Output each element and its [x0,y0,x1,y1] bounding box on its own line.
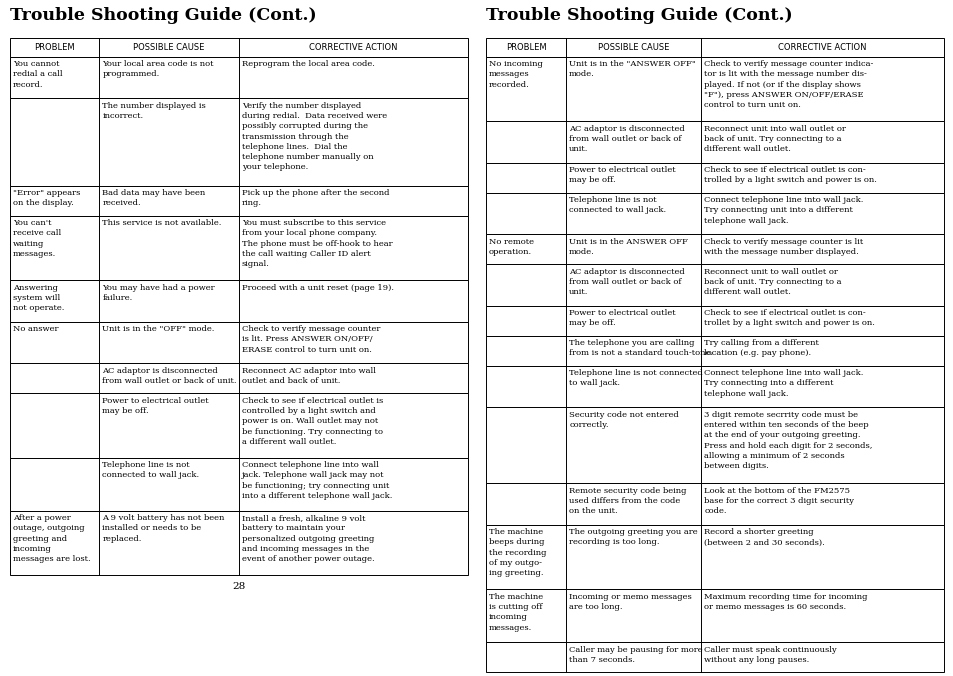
Bar [485,193,943,234]
Bar [485,234,943,264]
Text: POSSIBLE CAUSE: POSSIBLE CAUSE [598,43,669,52]
Text: Telephone line is not connected
to wall jack.: Telephone line is not connected to wall … [569,369,702,387]
Bar [485,57,943,121]
Bar [10,322,468,363]
Bar [485,306,943,336]
Bar [10,216,468,280]
Text: Remote security code being
used differs from the code
on the unit.: Remote security code being used differs … [569,487,686,515]
Text: Power to electrical outlet
may be off.: Power to electrical outlet may be off. [569,309,675,327]
Bar [10,510,468,575]
Text: Record a shorter greeting
(between 2 and 30 seconds).: Record a shorter greeting (between 2 and… [703,528,824,546]
Bar [485,407,943,483]
Text: Maximum recording time for incoming
or memo messages is 60 seconds.: Maximum recording time for incoming or m… [703,593,867,611]
Text: Connect telephone line into wall jack.
Try connecting unit into a different
tele: Connect telephone line into wall jack. T… [703,196,862,224]
Text: Check to see if electrical outlet is con-
trollet by a light switch and power is: Check to see if electrical outlet is con… [703,309,874,327]
Bar [10,363,468,393]
Text: PROBLEM: PROBLEM [505,43,546,52]
Text: No incoming
messages
recorded.: No incoming messages recorded. [489,60,542,89]
Text: Power to electrical outlet
may be off.: Power to electrical outlet may be off. [569,166,675,185]
Text: Unit is in the "OFF" mode.: Unit is in the "OFF" mode. [102,325,214,333]
Text: Telephone line is not
connected to wall jack.: Telephone line is not connected to wall … [102,461,199,479]
Text: AC adaptor is disconnected
from wall outlet or back of
unit.: AC adaptor is disconnected from wall out… [569,124,684,153]
Text: This service is not available.: This service is not available. [102,219,221,227]
Text: Caller must speak continuously
without any long pauses.: Caller must speak continuously without a… [703,646,836,664]
Text: No answer: No answer [13,325,58,333]
Text: CORRECTIVE ACTION: CORRECTIVE ACTION [309,43,397,52]
Text: Check to verify message counter
is lit. Press ANSWER ON/OFF/
ERASE control to tu: Check to verify message counter is lit. … [242,325,380,354]
Bar [485,121,943,163]
Text: "Error" appears
on the display.: "Error" appears on the display. [13,189,80,208]
Bar [485,525,943,589]
Text: PROBLEM: PROBLEM [34,43,75,52]
Text: Proceed with a unit reset (page 19).: Proceed with a unit reset (page 19). [242,284,394,291]
Text: You may have had a power
failure.: You may have had a power failure. [102,284,214,302]
Bar [10,393,468,458]
Text: CORRECTIVE ACTION: CORRECTIVE ACTION [778,43,866,52]
Text: You cannot
redial a call
record.: You cannot redial a call record. [13,60,63,89]
Text: Connect telephone line into wall
jack. Telephone wall jack may not
be functionin: Connect telephone line into wall jack. T… [242,461,392,500]
Text: No remote
operation.: No remote operation. [489,238,534,256]
Text: POSSIBLE CAUSE: POSSIBLE CAUSE [133,43,205,52]
Text: Try calling from a different
location (e.g. pay phone).: Try calling from a different location (e… [703,339,819,358]
Text: Trouble Shooting Guide (Cont.): Trouble Shooting Guide (Cont.) [10,7,316,24]
Text: A 9 volt battery has not been
installed or needs to be
replaced.: A 9 volt battery has not been installed … [102,514,225,543]
Text: The outgoing greeting you are
recording is too long.: The outgoing greeting you are recording … [569,528,697,546]
Text: Reprogram the local area code.: Reprogram the local area code. [242,60,375,68]
Text: Power to electrical outlet
may be off.: Power to electrical outlet may be off. [102,397,209,415]
Text: Bad data may have been
received.: Bad data may have been received. [102,189,205,208]
Text: After a power
outage, outgoing
greeting and
incoming
messages are lost.: After a power outage, outgoing greeting … [13,514,91,563]
Text: Your local area code is not
programmed.: Your local area code is not programmed. [102,60,213,78]
Bar [485,264,943,306]
Text: 3 digit remote secrrity code must be
entered within ten seconds of the beep
at t: 3 digit remote secrrity code must be ent… [703,410,872,470]
Text: The machine
is cutting off
incoming
messages.: The machine is cutting off incoming mess… [489,593,542,631]
Bar [485,163,943,193]
Bar [10,57,468,98]
Text: AC adaptor is disconnected
from wall outlet or back of
unit.: AC adaptor is disconnected from wall out… [569,268,684,296]
Bar [485,336,943,366]
Text: Pick up the phone after the second
ring.: Pick up the phone after the second ring. [242,189,389,208]
Text: Reconnect unit into wall outlet or
back of unit. Try connecting to a
different w: Reconnect unit into wall outlet or back … [703,124,845,153]
Bar [10,98,468,186]
Bar [485,366,943,407]
Text: Unit is in the "ANSWER OFF"
mode.: Unit is in the "ANSWER OFF" mode. [569,60,696,78]
Text: The machine
beeps during
the recording
of my outgo-
ing greeting.: The machine beeps during the recording o… [489,528,546,577]
Text: Check to see if electrical outlet is
controlled by a light switch and
power is o: Check to see if electrical outlet is con… [242,397,383,445]
Bar [485,38,943,57]
Text: The number displayed is
incorrect.: The number displayed is incorrect. [102,101,206,120]
Text: 28: 28 [233,582,245,592]
Text: Unit is in the ANSWER OFF
mode.: Unit is in the ANSWER OFF mode. [569,238,687,256]
Bar [10,280,468,322]
Text: Telephone line is not
connected to wall jack.: Telephone line is not connected to wall … [569,196,665,214]
Text: Connect telephone line into wall jack.
Try connecting into a different
telephone: Connect telephone line into wall jack. T… [703,369,862,397]
Text: You must subscribe to this service
from your local phone company.
The phone must: You must subscribe to this service from … [242,219,393,268]
Bar [485,483,943,525]
Bar [10,38,468,57]
Text: Reconnect AC adaptor into wall
outlet and back of unit.: Reconnect AC adaptor into wall outlet an… [242,366,375,385]
Text: Look at the bottom of the FM2575
base for the correct 3 digit security
code.: Look at the bottom of the FM2575 base fo… [703,487,853,515]
Text: Install a fresh, alkaline 9 volt
battery to maintain your
personalized outgoing : Install a fresh, alkaline 9 volt battery… [242,514,375,563]
Text: Security code not entered
correctly.: Security code not entered correctly. [569,410,679,429]
Text: The telephone you are calling
from is not a standard touch-tone.: The telephone you are calling from is no… [569,339,713,358]
Text: AC adaptor is disconnected
from wall outlet or back of unit.: AC adaptor is disconnected from wall out… [102,366,236,385]
Text: Reconnect unit to wall outlet or
back of unit. Try connecting to a
different wal: Reconnect unit to wall outlet or back of… [703,268,841,296]
Text: Answering
system will
not operate.: Answering system will not operate. [13,284,64,312]
Text: Trouble Shooting Guide (Cont.): Trouble Shooting Guide (Cont.) [485,7,792,24]
Bar [10,458,468,510]
Text: Verify the number displayed
during redial.  Data received were
possibly corrupte: Verify the number displayed during redia… [242,101,387,171]
Bar [485,642,943,672]
Bar [485,589,943,642]
Bar [10,186,468,216]
Text: Check to verify message counter indica-
tor is lit with the message number dis-
: Check to verify message counter indica- … [703,60,873,110]
Text: Caller may be pausing for more
than 7 seconds.: Caller may be pausing for more than 7 se… [569,646,702,664]
Text: Check to verify message counter is lit
with the message number displayed.: Check to verify message counter is lit w… [703,238,862,256]
Text: Check to see if electrical outlet is con-
trolled by a light switch and power is: Check to see if electrical outlet is con… [703,166,876,185]
Text: Incoming or memo messages
are too long.: Incoming or memo messages are too long. [569,593,691,611]
Text: You can't
receive call
waiting
messages.: You can't receive call waiting messages. [13,219,61,258]
